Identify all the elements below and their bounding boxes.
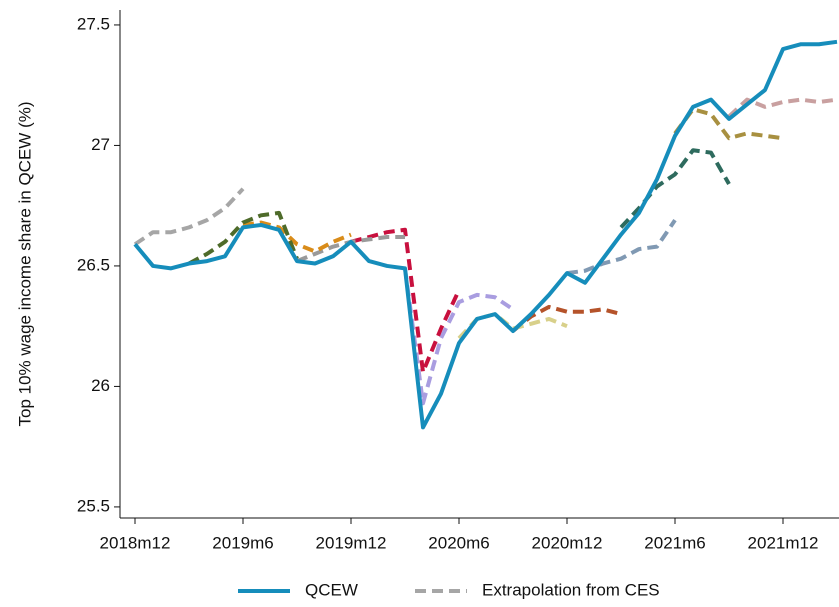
- y-tick-label: 26: [91, 376, 110, 395]
- y-tick-label: 25.5: [77, 496, 110, 515]
- dashed-line: [133, 187, 245, 246]
- legend-label: Extrapolation from CES: [482, 580, 660, 599]
- dashed-line: [566, 219, 677, 276]
- x-tick-label: 2019m12: [316, 533, 387, 552]
- x-tick-label: 2021m12: [748, 533, 819, 552]
- line: [133, 39, 838, 430]
- dashed-line: [403, 268, 515, 406]
- x-tick-label: 2020m6: [428, 533, 489, 552]
- dashed-line: [350, 227, 461, 374]
- y-axis-label: Top 10% wage income share in QCEW (%): [15, 101, 34, 426]
- legend-label: QCEW: [305, 580, 358, 599]
- dashed-line: [673, 107, 784, 141]
- y-tick-label: 26.5: [77, 255, 110, 274]
- x-tick-label: 2019m6: [212, 533, 273, 552]
- y-tick-label: 27.5: [77, 14, 110, 33]
- dashed-line: [727, 97, 838, 118]
- dashed-line: [188, 210, 299, 266]
- x-tick-label: 2018m12: [100, 533, 171, 552]
- x-tick-label: 2021m6: [644, 533, 705, 552]
- dashed-line: [619, 148, 731, 229]
- x-tick-label: 2020m12: [532, 533, 603, 552]
- y-tick-label: 27: [91, 135, 110, 154]
- dashed-line: [242, 220, 352, 254]
